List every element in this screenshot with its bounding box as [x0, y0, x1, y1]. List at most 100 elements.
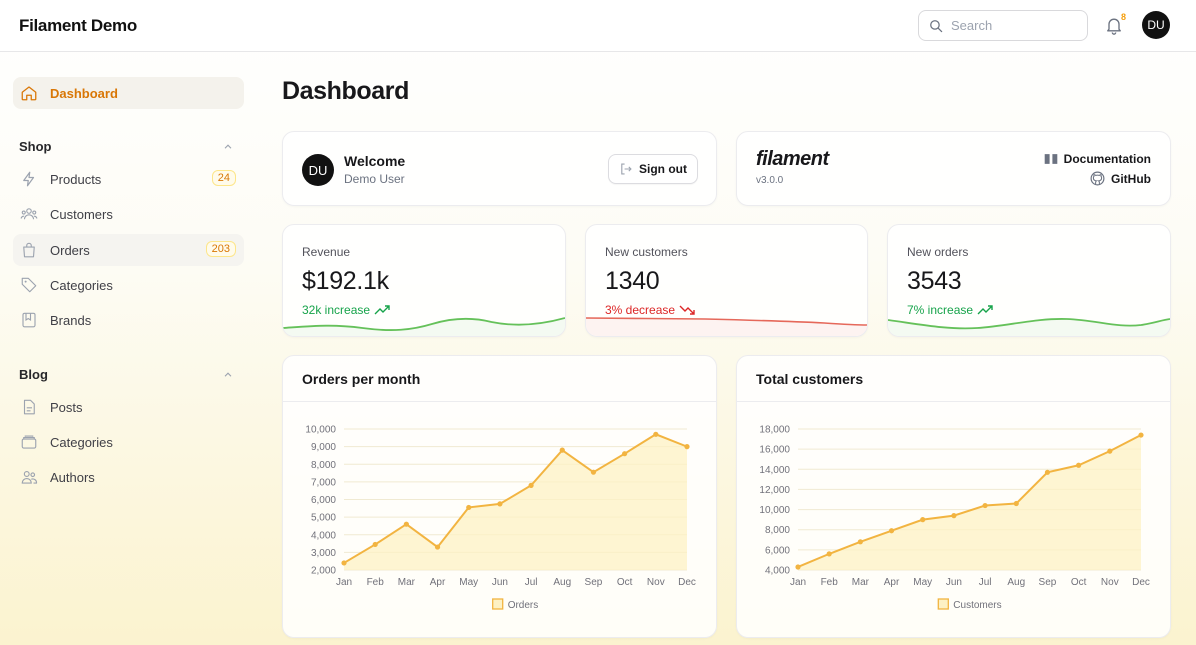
- x-tick-label: Jul: [979, 577, 992, 588]
- bell-icon[interactable]: [1104, 15, 1124, 35]
- search-input[interactable]: [951, 18, 1071, 33]
- orders-line-chart: 2,000 3,000 4,000 5,000 6,000 7,000 8,000 9,000…: [305, 425, 696, 612]
- stat-card-revenue: Revenue $192.1k 32k increase: [282, 224, 566, 337]
- version-label: v3.0.0: [756, 175, 784, 186]
- data-point[interactable]: [888, 528, 895, 534]
- data-point[interactable]: [1013, 500, 1019, 507]
- trending-up-icon: [374, 305, 390, 315]
- user-avatar[interactable]: DU: [1142, 11, 1170, 39]
- sidebar-item-categories[interactable]: Categories: [13, 269, 244, 301]
- stat-value: 3543: [907, 267, 962, 295]
- data-point[interactable]: [1107, 448, 1113, 454]
- data-point[interactable]: [497, 501, 503, 507]
- y-tick-label: 9,000: [311, 442, 336, 453]
- legend-label[interactable]: Orders: [508, 600, 539, 611]
- notification-badge: 8: [1121, 12, 1127, 22]
- data-point[interactable]: [1138, 432, 1144, 438]
- legend-swatch[interactable]: [492, 598, 504, 610]
- stat-card-new-customers: New customers 1340 3% decrease: [585, 224, 868, 337]
- home-icon: [20, 84, 38, 102]
- y-tick-label: 8,000: [765, 525, 790, 536]
- y-tick-label: 5,000: [311, 513, 336, 524]
- documentation-link[interactable]: Documentation: [1044, 152, 1151, 166]
- sidebar-item-products[interactable]: Products 24: [13, 163, 244, 195]
- documentation-label: Documentation: [1063, 152, 1151, 166]
- sign-out-button[interactable]: Sign out: [608, 154, 698, 184]
- x-tick-label: Dec: [678, 577, 696, 588]
- sparkline: [586, 317, 867, 336]
- data-point[interactable]: [1076, 462, 1082, 468]
- stat-change-text: 3% decrease: [605, 303, 676, 317]
- tag-icon: [20, 276, 38, 294]
- count-badge: 24: [211, 170, 236, 186]
- data-point[interactable]: [403, 521, 409, 527]
- x-tick-label: Sep: [585, 577, 603, 588]
- trending-up-icon: [977, 305, 993, 315]
- sidebar: Dashboard Shop Products 24 Customers Ord…: [0, 52, 262, 645]
- sidebar-item-blog-categories[interactable]: Categories: [13, 426, 244, 458]
- data-point[interactable]: [372, 541, 378, 548]
- data-point[interactable]: [826, 551, 832, 557]
- sidebar-item-orders[interactable]: Orders 203: [13, 234, 244, 266]
- brand-logo[interactable]: Filament Demo: [19, 15, 137, 35]
- sidebar-group-shop[interactable]: Shop: [19, 139, 234, 154]
- data-point[interactable]: [528, 482, 534, 488]
- filament-info-card: filament v3.0.0 Documentation GitHub: [736, 131, 1171, 206]
- legend-label[interactable]: Customers: [953, 600, 1001, 611]
- x-tick-label: May: [459, 577, 478, 588]
- sparkline: [283, 317, 565, 336]
- chevron-up-icon[interactable]: [222, 369, 234, 381]
- x-tick-label: Jun: [492, 577, 508, 588]
- sidebar-item-label: Customers: [50, 206, 113, 222]
- stat-label: New customers: [605, 245, 688, 259]
- sidebar-item-customers[interactable]: Customers: [13, 198, 244, 230]
- data-point[interactable]: [466, 504, 472, 511]
- sidebar-item-label: Dashboard: [50, 85, 118, 101]
- filament-logo: filament: [756, 148, 829, 170]
- x-tick-label: Apr: [430, 577, 446, 588]
- sidebar-group-blog[interactable]: Blog: [19, 367, 234, 382]
- x-tick-label: May: [913, 577, 932, 588]
- sidebar-item-brands[interactable]: Brands: [13, 304, 244, 336]
- data-point[interactable]: [434, 544, 441, 550]
- data-point[interactable]: [920, 517, 926, 523]
- data-point[interactable]: [622, 451, 628, 457]
- group-label: Shop: [19, 139, 52, 154]
- data-point[interactable]: [559, 447, 565, 453]
- x-tick-label: Sep: [1039, 577, 1057, 588]
- y-tick-label: 4,000: [765, 566, 790, 577]
- avatar: DU: [302, 154, 334, 186]
- divider: [737, 401, 1170, 402]
- data-point[interactable]: [1044, 469, 1051, 475]
- sidebar-item-label: Categories: [50, 277, 113, 293]
- sidebar-item-authors[interactable]: Authors: [13, 461, 244, 493]
- github-link[interactable]: GitHub: [1090, 171, 1151, 186]
- shopping-bag-icon: [20, 241, 38, 259]
- github-icon: [1090, 171, 1105, 186]
- chevron-up-icon[interactable]: [222, 141, 234, 153]
- data-point[interactable]: [857, 539, 863, 545]
- legend-swatch[interactable]: [937, 598, 949, 610]
- series-area: [798, 435, 1141, 570]
- customers-chart-card: Total customers 4,000 6,000 8,000 10,000 12,…: [736, 355, 1171, 638]
- search-field[interactable]: [918, 10, 1088, 41]
- sidebar-item-posts[interactable]: Posts: [13, 391, 244, 423]
- orders-chart-card: Orders per month 2,000 3,000 4,000 5,000 6,0…: [282, 355, 717, 638]
- data-point[interactable]: [341, 560, 347, 566]
- sign-out-icon: [621, 163, 632, 175]
- y-tick-label: 12,000: [759, 485, 790, 496]
- y-tick-label: 10,000: [759, 505, 790, 516]
- bookmark-square-icon: [20, 311, 38, 329]
- data-point[interactable]: [951, 513, 957, 519]
- stat-label: New orders: [907, 245, 969, 259]
- data-point[interactable]: [684, 444, 690, 450]
- data-point[interactable]: [653, 431, 659, 437]
- data-point[interactable]: [982, 502, 988, 509]
- sidebar-item-dashboard[interactable]: Dashboard: [13, 77, 244, 109]
- data-point[interactable]: [590, 469, 597, 475]
- stat-change-text: 32k increase: [302, 303, 371, 317]
- y-tick-label: 6,000: [311, 495, 336, 506]
- user-name: Demo User: [344, 172, 405, 186]
- data-point[interactable]: [795, 564, 801, 570]
- divider: [283, 401, 716, 402]
